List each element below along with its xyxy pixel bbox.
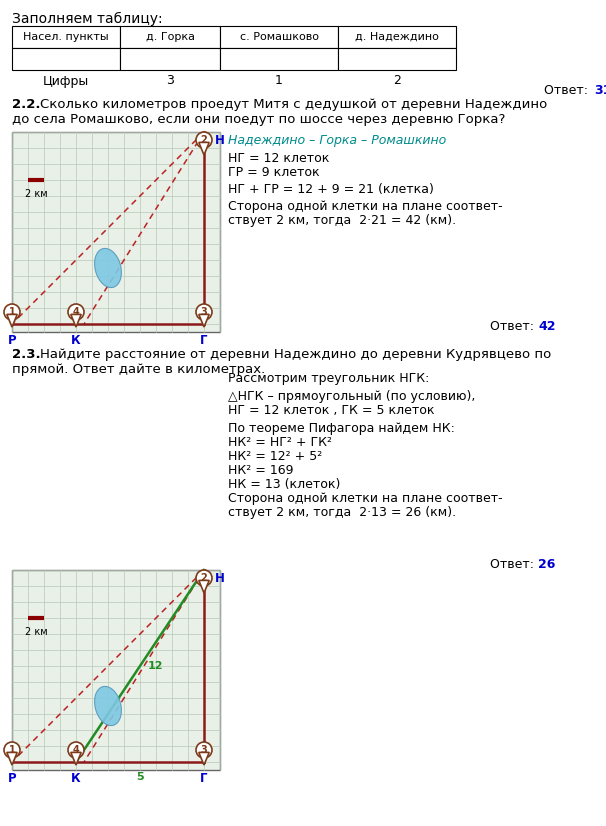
Text: Рассмотрим треугольник НГК:: Рассмотрим треугольник НГК: [228,372,430,385]
Text: Заполняем таблицу:: Заполняем таблицу: [12,12,162,26]
Text: 4: 4 [73,307,79,317]
Text: Найдите расстояние от деревни Надеждино до деревни Кудрявцево по: Найдите расстояние от деревни Надеждино … [40,348,551,361]
Bar [120,48,220,70]
Text: Ответ:: Ответ: [490,320,538,333]
Polygon shape [199,752,209,765]
Text: 1: 1 [8,307,15,317]
Circle shape [196,304,212,320]
Text: НГ + ГР = 12 + 9 = 21 (клетка): НГ + ГР = 12 + 9 = 21 (клетка) [228,183,434,196]
Text: 4: 4 [73,745,79,755]
Bar [220,26,338,48]
Text: прямой. Ответ дайте в километрах.: прямой. Ответ дайте в километрах. [12,363,265,376]
Polygon shape [71,315,81,327]
Text: 5: 5 [136,772,144,782]
Text: 2 км: 2 км [25,627,47,637]
Text: Р: Р [8,772,16,785]
Text: д. Надеждино: д. Надеждино [355,32,439,42]
Text: 12: 12 [148,661,164,671]
Text: 3: 3 [201,745,207,755]
Circle shape [4,304,20,320]
Text: Цифры: Цифры [43,74,89,88]
Polygon shape [199,315,209,327]
Text: К: К [71,772,81,785]
Text: По теореме Пифагора найдем НК:: По теореме Пифагора найдем НК: [228,422,455,435]
Text: Р: Р [8,334,16,347]
Bar [12,26,120,48]
Text: ГР = 9 клеток: ГР = 9 клеток [228,166,319,179]
Text: с. Ромашково: с. Ромашково [239,32,319,42]
Text: Н: Н [215,134,225,146]
Text: 42: 42 [538,320,556,333]
Polygon shape [7,752,17,765]
Text: 3: 3 [201,307,207,317]
Text: НК² = 169: НК² = 169 [228,464,293,477]
Bar [12,48,120,70]
Text: НК² = 12² + 5²: НК² = 12² + 5² [228,450,322,463]
Bar [120,26,220,48]
Circle shape [196,570,212,586]
Text: Надеждино – Горка – Ромашкино: Надеждино – Горка – Ромашкино [228,134,446,147]
Text: К: К [71,334,81,347]
Text: до села Ромашково, если они поедут по шоссе через деревню Горка?: до села Ромашково, если они поедут по шо… [12,113,505,126]
Circle shape [196,742,212,758]
Text: НГ = 12 клеток , ГК = 5 клеток: НГ = 12 клеток , ГК = 5 клеток [228,404,435,417]
Text: 1: 1 [275,74,283,88]
Text: Г: Г [200,334,208,347]
Text: Ответ:: Ответ: [544,84,592,97]
Bar [220,48,338,70]
Text: 1: 1 [8,745,15,755]
Text: 2: 2 [201,135,207,145]
Text: ствует 2 км, тогда  2·21 = 42 (км).: ствует 2 км, тогда 2·21 = 42 (км). [228,214,456,227]
Text: △НГК – прямоугольный (по условию),: △НГК – прямоугольный (по условию), [228,390,475,403]
Text: 2.2.: 2.2. [12,98,41,111]
Bar [338,48,456,70]
Text: НК = 13 (клеток): НК = 13 (клеток) [228,478,341,491]
Text: д. Горка: д. Горка [145,32,195,42]
Text: 312: 312 [594,84,606,97]
Text: 26: 26 [538,558,555,571]
Text: НГ = 12 клеток: НГ = 12 клеток [228,152,330,165]
Text: 2: 2 [201,573,207,583]
Ellipse shape [95,686,121,725]
Circle shape [68,742,84,758]
Text: Н: Н [215,572,225,585]
Text: 3: 3 [166,74,174,88]
Text: Сторона одной клетки на плане соответ-: Сторона одной клетки на плане соответ- [228,492,502,505]
Text: Насел. пункты: Насел. пункты [23,32,109,42]
Text: 2.3.: 2.3. [12,348,41,361]
Text: Ответ:: Ответ: [490,558,538,571]
Text: 2: 2 [393,74,401,88]
Polygon shape [71,752,81,765]
Text: Сторона одной клетки на плане соответ-: Сторона одной клетки на плане соответ- [228,200,502,213]
Text: 2 км: 2 км [25,189,47,199]
Circle shape [68,304,84,320]
Bar [12,570,220,770]
Circle shape [4,742,20,758]
Polygon shape [199,581,209,593]
Text: Сколько километров проедут Митя с дедушкой от деревни Надеждино: Сколько километров проедут Митя с дедушк… [40,98,547,111]
Ellipse shape [95,249,121,287]
Text: Г: Г [200,772,208,785]
Bar [12,132,220,332]
Circle shape [196,132,212,148]
Text: НК² = НГ² + ГК²: НК² = НГ² + ГК² [228,436,332,449]
Text: ствует 2 км, тогда  2·13 = 26 (км).: ствует 2 км, тогда 2·13 = 26 (км). [228,506,456,519]
Bar [338,26,456,48]
Polygon shape [199,142,209,155]
Polygon shape [7,315,17,327]
